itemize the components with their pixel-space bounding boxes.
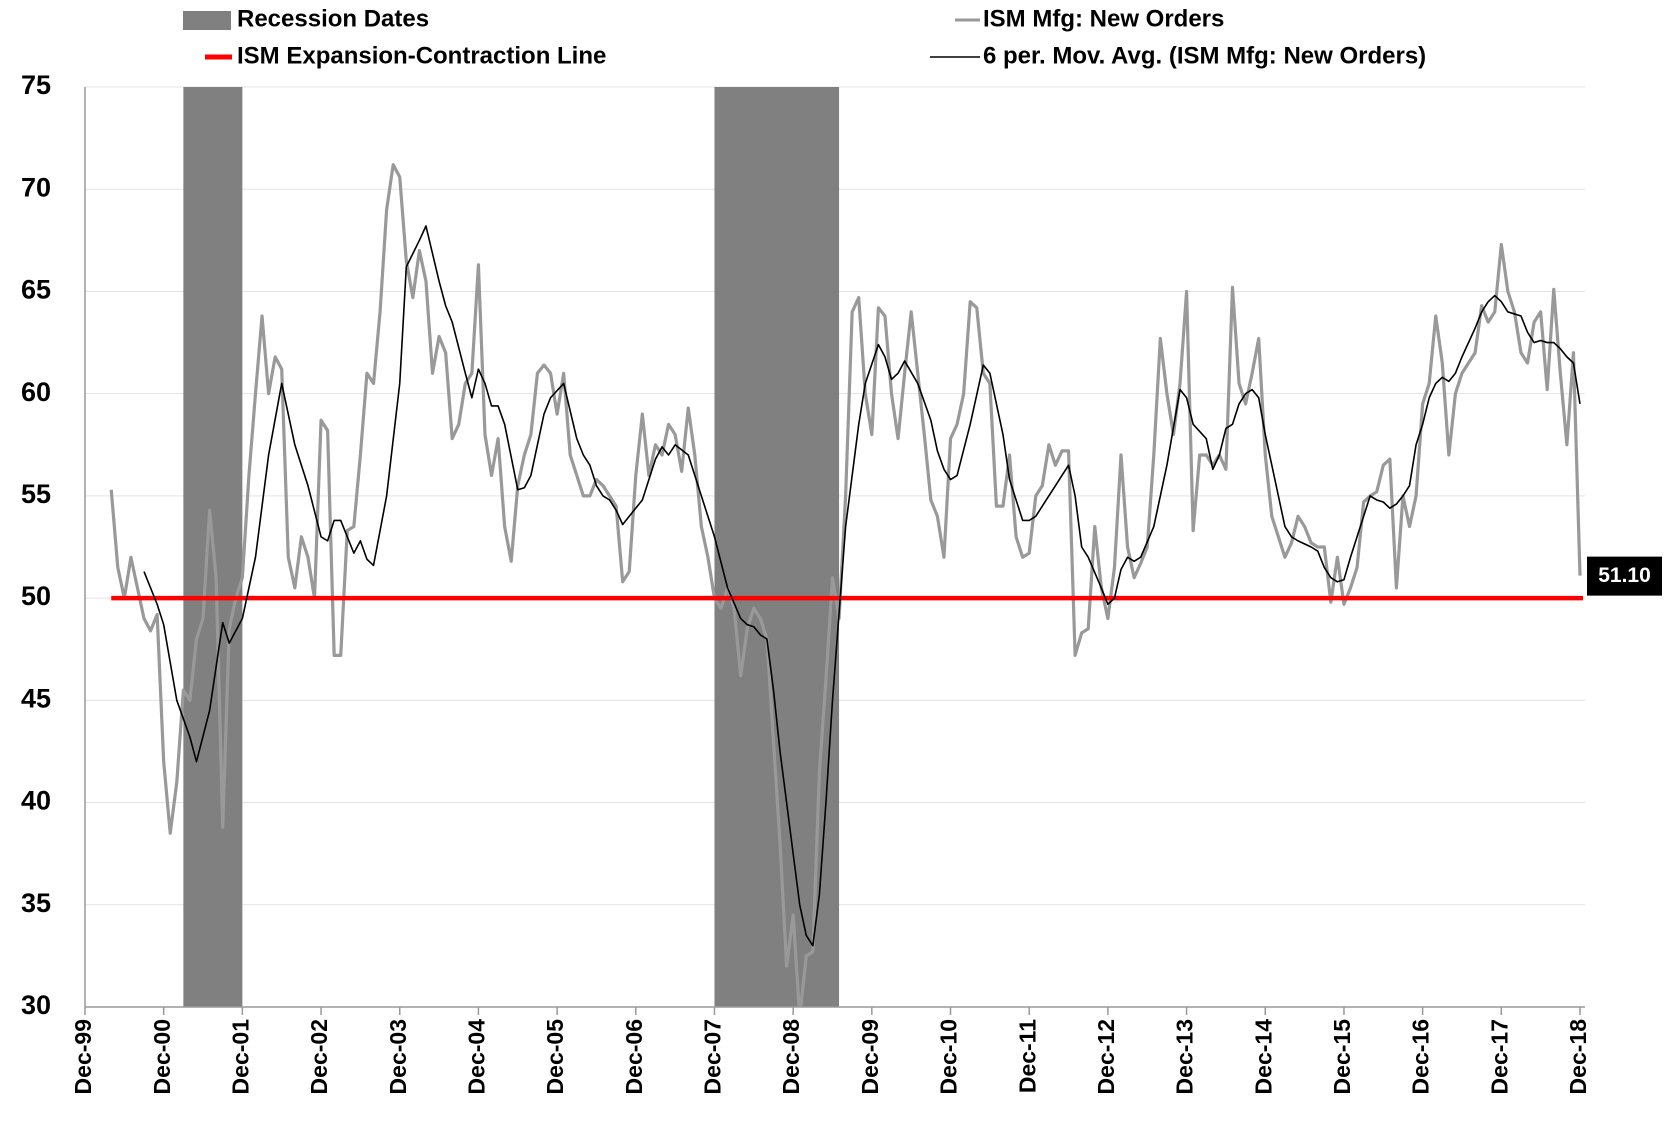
- series-line: [143, 225, 1581, 947]
- x-tick-label: Dec-99: [70, 1019, 96, 1094]
- y-tick-label: 60: [21, 377, 51, 407]
- x-tick-label: Dec-17: [1486, 1019, 1512, 1094]
- legend-label: ISM Expansion-Contraction Line: [237, 42, 606, 69]
- x-tick-label: Dec-11: [1014, 1019, 1040, 1093]
- legend-swatch: [183, 11, 231, 30]
- legend: Recession Dates ISM Expansion-Contractio…: [183, 5, 1426, 69]
- x-tick-label: Dec-10: [936, 1019, 962, 1094]
- x-tick-label: Dec-01: [227, 1019, 253, 1095]
- y-tick-label: 40: [21, 786, 51, 816]
- legend-label: ISM Mfg: New Orders: [983, 5, 1224, 32]
- x-tick-label: Dec-15: [1329, 1019, 1355, 1095]
- x-tick-label: Dec-16: [1408, 1019, 1434, 1094]
- x-tick-label: Dec-05: [542, 1019, 568, 1095]
- x-tick-label: Dec-14: [1250, 1019, 1276, 1095]
- x-tick-label: Dec-02: [306, 1019, 332, 1094]
- plot-area: [109, 87, 1583, 1007]
- annotation-label: 51.10: [1598, 564, 1651, 587]
- legend-label: 6 per. Mov. Avg. (ISM Mfg: New Orders): [983, 42, 1426, 69]
- y-tick-label: 35: [21, 888, 51, 918]
- y-tick-label: 70: [21, 172, 51, 202]
- y-tick-label: 55: [21, 479, 51, 509]
- x-tick-label: Dec-06: [621, 1019, 647, 1094]
- x-tick-label: Dec-08: [778, 1019, 804, 1095]
- legend-label: Recession Dates: [237, 5, 429, 32]
- recession-band: [714, 87, 840, 1007]
- y-tick-label: 75: [21, 70, 51, 100]
- y-tick-label: 50: [21, 581, 51, 611]
- x-tick-label: Dec-00: [149, 1019, 175, 1094]
- y-tick-label: 65: [21, 275, 51, 305]
- x-tick-label: Dec-04: [463, 1019, 489, 1095]
- x-tick-label: Dec-13: [1172, 1019, 1198, 1094]
- x-tick-label: Dec-09: [857, 1019, 883, 1094]
- x-tick-label: Dec-18: [1565, 1019, 1591, 1095]
- x-tick-label: Dec-03: [385, 1019, 411, 1094]
- x-tick-label: Dec-07: [700, 1019, 726, 1094]
- y-tick-label: 45: [21, 683, 51, 713]
- annotation-box: [1587, 556, 1662, 596]
- series-line: [109, 163, 1582, 1007]
- y-tick-label: 30: [21, 990, 51, 1020]
- x-tick-label: Dec-12: [1093, 1019, 1119, 1094]
